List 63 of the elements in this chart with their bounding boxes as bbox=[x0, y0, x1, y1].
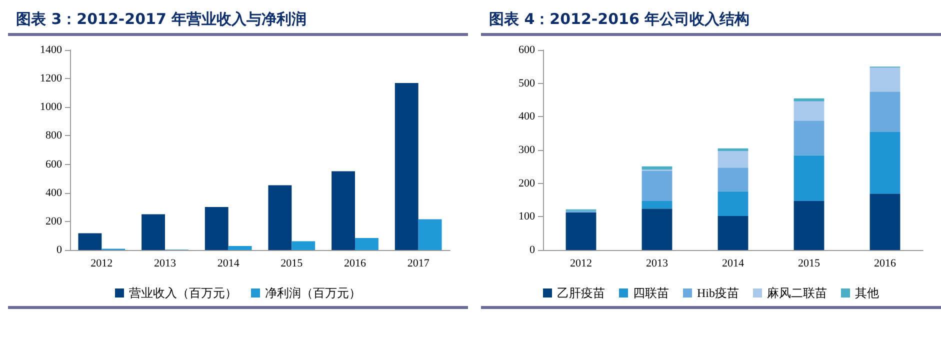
bar bbox=[794, 98, 824, 102]
bar bbox=[394, 83, 418, 250]
y-tick-label: 0 bbox=[530, 244, 536, 256]
y-tick-label: 200 bbox=[518, 177, 536, 190]
bar bbox=[794, 101, 824, 121]
bar bbox=[78, 233, 102, 250]
bar bbox=[718, 168, 748, 192]
y-tick-label: 300 bbox=[518, 144, 536, 156]
legend-label: 其他 bbox=[855, 286, 879, 300]
x-tick-label: 2013 bbox=[646, 258, 668, 270]
bar bbox=[642, 208, 672, 250]
bar bbox=[870, 68, 900, 92]
bar bbox=[870, 132, 900, 194]
legend-label: 四联苗 bbox=[633, 286, 669, 300]
chart-title: 图表 3：2012-2017 年营业收入与净利润 bbox=[8, 8, 468, 36]
x-tick-label: 2012 bbox=[90, 258, 113, 270]
bar bbox=[870, 194, 900, 250]
x-tick-label: 2015 bbox=[280, 258, 304, 270]
y-tick-label: 100 bbox=[518, 210, 536, 223]
legend-label: 净利润（百万元） bbox=[265, 286, 361, 300]
bar bbox=[718, 191, 748, 216]
y-tick-label: 1400 bbox=[40, 44, 62, 56]
y-tick-label: 400 bbox=[46, 186, 62, 199]
bar bbox=[794, 120, 824, 156]
bar bbox=[228, 246, 252, 250]
bar bbox=[718, 148, 748, 151]
bar bbox=[355, 238, 378, 250]
x-tick-label: 2016 bbox=[874, 258, 896, 270]
x-tick-label: 2016 bbox=[344, 258, 366, 270]
bar bbox=[718, 151, 748, 168]
bar bbox=[292, 241, 316, 250]
y-tick-label: 400 bbox=[518, 110, 536, 123]
bar bbox=[332, 171, 355, 250]
x-tick-label: 2012 bbox=[570, 258, 592, 270]
x-tick-label: 2013 bbox=[154, 258, 176, 270]
x-tick-label: 2017 bbox=[407, 258, 430, 270]
chart-title: 图表 4：2012-2016 年公司收入结构 bbox=[481, 8, 941, 36]
bar bbox=[870, 92, 900, 132]
y-tick-label: 500 bbox=[518, 77, 536, 90]
bar bbox=[642, 201, 672, 209]
y-tick-label: 600 bbox=[518, 44, 536, 56]
bar bbox=[268, 185, 292, 250]
bar bbox=[566, 212, 596, 250]
y-tick-label: 1200 bbox=[40, 72, 62, 85]
legend-label: 营业收入（百万元） bbox=[129, 286, 237, 300]
legend-label: 麻风二联苗 bbox=[767, 286, 827, 300]
bar bbox=[204, 207, 228, 250]
bar bbox=[794, 201, 824, 250]
bar bbox=[642, 171, 672, 201]
bar bbox=[718, 216, 748, 250]
legend-label: 乙肝疫苗 bbox=[557, 286, 605, 300]
y-tick-label: 800 bbox=[46, 130, 62, 142]
y-tick-label: 600 bbox=[46, 158, 62, 170]
legend-label: Hib疫苗 bbox=[697, 286, 739, 300]
x-tick-label: 2014 bbox=[722, 258, 744, 270]
bar bbox=[142, 214, 165, 250]
y-tick-label: 0 bbox=[56, 244, 62, 256]
x-tick-label: 2015 bbox=[798, 258, 820, 270]
bar bbox=[418, 219, 442, 250]
bar bbox=[794, 155, 824, 201]
x-tick-label: 2014 bbox=[217, 258, 240, 270]
y-tick-label: 200 bbox=[46, 215, 62, 228]
y-tick-label: 1000 bbox=[40, 101, 62, 114]
